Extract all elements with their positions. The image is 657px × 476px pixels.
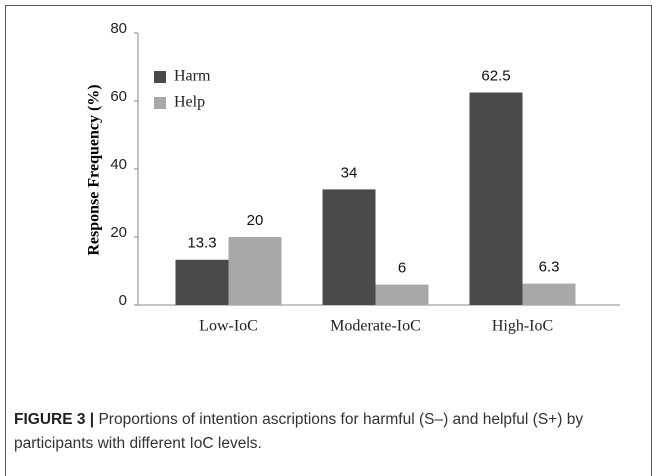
- value-label: 13.3: [187, 235, 216, 252]
- y-axis-label: Response Frequency (%): [86, 84, 103, 255]
- y-tick-label: 60: [110, 88, 127, 105]
- bar: [375, 284, 429, 305]
- value-label: 6: [398, 260, 406, 277]
- legend-swatch: [154, 71, 166, 83]
- legend-swatch: [154, 97, 166, 109]
- x-tick-label: Moderate-IoC: [330, 318, 421, 335]
- bar: [469, 92, 523, 305]
- bar: [322, 189, 376, 305]
- y-tick-label: 0: [119, 292, 127, 309]
- bar: [175, 259, 229, 305]
- y-tick-label: 20: [110, 224, 127, 241]
- chart: Response Frequency (%) 0 20 40 60 80 Low-IoC 1…: [86, 20, 620, 335]
- legend-label: Help: [174, 94, 205, 111]
- value-label: 6.3: [539, 259, 560, 276]
- bar: [522, 283, 576, 305]
- bar: [228, 237, 282, 305]
- value-label: 62.5: [481, 67, 510, 84]
- value-label: 20: [247, 212, 264, 229]
- x-tick-label: Low-IoC: [199, 318, 258, 335]
- value-label: 34: [341, 164, 358, 181]
- caption: FIGURE 3 | Proportions of intention ascr…: [14, 408, 650, 456]
- page: Response Frequency (%) 0 20 40 60 80 Low-IoC 1…: [5, 5, 652, 476]
- figure-frame: [5, 5, 652, 476]
- x-tick-label: High-IoC: [492, 318, 553, 335]
- y-tick-label: 40: [110, 156, 127, 173]
- y-tick-label: 80: [110, 20, 127, 37]
- caption-label: FIGURE 3 |: [14, 411, 95, 428]
- legend-label: Harm: [174, 68, 211, 85]
- caption-text: Proportions of intention ascriptions for…: [14, 411, 584, 452]
